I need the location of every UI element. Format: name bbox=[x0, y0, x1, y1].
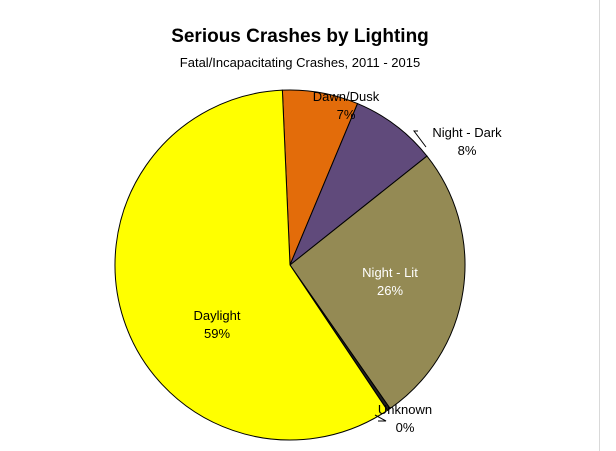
leader-line bbox=[374, 414, 387, 422]
slice-percent-unknown: 0% bbox=[396, 420, 415, 435]
chart-subtitle: Fatal/Incapacitating Crashes, 2011 - 201… bbox=[179, 55, 421, 70]
slice-label-dawn-dusk: Dawn/Dusk bbox=[313, 89, 380, 104]
slice-label-night-dark: Night - Dark bbox=[432, 125, 502, 140]
slice-percent-night-dark: 8% bbox=[458, 143, 477, 158]
pie-slice-night-lit bbox=[289, 155, 466, 410]
slice-label-night-lit: Night - Lit bbox=[362, 265, 418, 280]
pie-slice-daylight bbox=[114, 89, 389, 441]
leader-line bbox=[413, 130, 427, 148]
slice-label-daylight: Daylight bbox=[194, 308, 241, 323]
pie-chart: Dawn/Dusk 7% Night - Dark 8% Night - Lit 26% U… bbox=[114, 89, 502, 441]
chart-frame: Serious Crashes by Lighting Fatal/Incapa… bbox=[114, 0, 600, 451]
slice-percent-dawn-dusk: 7% bbox=[337, 107, 356, 122]
slice-label-unknown: Unknown bbox=[378, 402, 432, 417]
chart-title: Serious Crashes by Lighting bbox=[171, 26, 429, 47]
slice-percent-night-lit: 26% bbox=[377, 283, 403, 298]
slice-percent-daylight: 59% bbox=[204, 326, 230, 341]
